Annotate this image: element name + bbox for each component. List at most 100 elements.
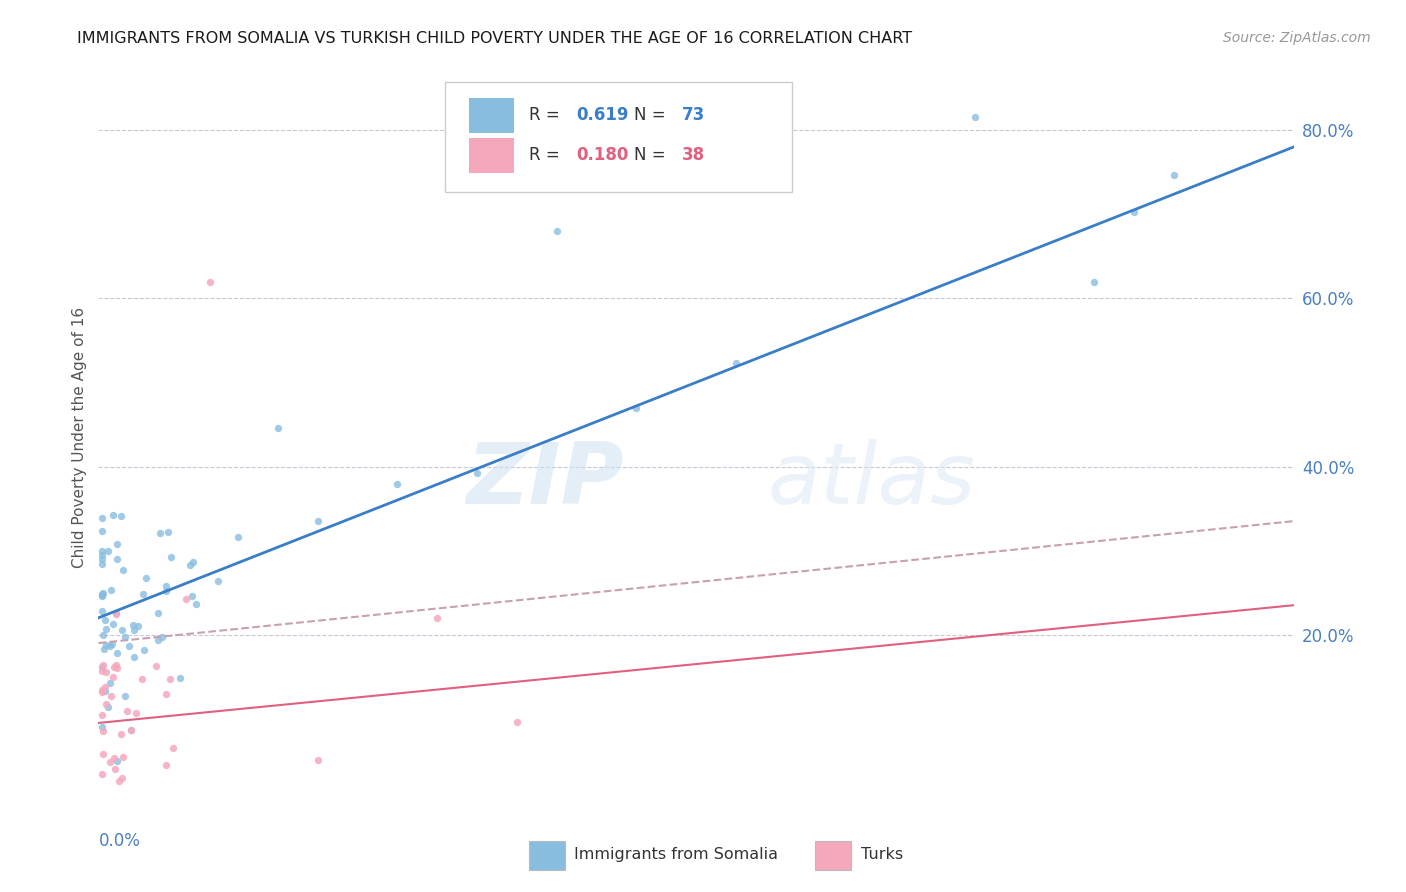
Point [180, 589, 202, 603]
Point [120, 723, 142, 738]
Point [91, 586, 114, 600]
Point [150, 630, 173, 644]
Point [103, 616, 125, 631]
Point [91, 588, 114, 602]
Point [93, 641, 115, 656]
Text: 0.619: 0.619 [576, 106, 628, 124]
Point [465, 467, 488, 481]
Point [307, 514, 329, 528]
Point [105, 537, 128, 551]
Point [125, 706, 148, 720]
Point [105, 754, 128, 768]
Text: Source: ZipAtlas.com: Source: ZipAtlas.com [1223, 31, 1371, 45]
Point [506, 715, 529, 730]
Point [103, 659, 125, 673]
Point [91, 708, 114, 723]
Text: N =: N = [634, 106, 671, 124]
Y-axis label: Child Poverty Under the Age of 16: Child Poverty Under the Age of 16 [72, 307, 87, 567]
Point [91, 658, 114, 673]
Point [91, 524, 114, 538]
Point [226, 531, 249, 545]
Point [91, 510, 114, 524]
Text: 38: 38 [682, 146, 704, 164]
Point [1163, 168, 1185, 182]
Point [131, 672, 153, 686]
Text: 0.0%: 0.0% [98, 832, 141, 850]
Point [91, 589, 114, 603]
Point [93, 680, 115, 694]
Point [91, 660, 114, 674]
Point [145, 659, 167, 673]
Point [122, 618, 145, 632]
Point [162, 741, 184, 756]
Point [110, 508, 132, 523]
Point [94, 683, 117, 698]
Point [148, 632, 170, 647]
Text: ZIP: ZIP [467, 440, 624, 523]
Point [132, 587, 155, 601]
FancyBboxPatch shape [815, 841, 852, 870]
Point [108, 774, 131, 789]
Point [91, 587, 114, 601]
Point [122, 624, 145, 638]
Point [94, 622, 117, 636]
Point [91, 683, 114, 698]
Text: Turks: Turks [860, 847, 903, 862]
Point [155, 579, 177, 593]
Point [96, 698, 118, 712]
Point [91, 551, 114, 566]
Text: IMMIGRANTS FROM SOMALIA VS TURKISH CHILD POVERTY UNDER THE AGE OF 16 CORRELATION: IMMIGRANTS FROM SOMALIA VS TURKISH CHILD… [77, 31, 912, 46]
Point [159, 672, 181, 686]
Point [91, 544, 114, 558]
Point [111, 623, 134, 637]
Point [105, 607, 128, 622]
Point [91, 724, 114, 739]
Text: 73: 73 [682, 106, 704, 124]
Point [105, 661, 128, 675]
Point [91, 684, 114, 698]
Point [101, 637, 124, 651]
Point [127, 619, 149, 633]
Point [96, 544, 118, 558]
Point [104, 762, 127, 776]
Point [174, 592, 197, 607]
Point [155, 583, 177, 598]
Point [101, 670, 124, 684]
Point [963, 110, 986, 124]
Point [94, 638, 117, 652]
Point [155, 758, 177, 772]
Point [94, 613, 117, 627]
Point [112, 750, 135, 764]
Point [149, 525, 172, 540]
Point [160, 549, 183, 564]
Point [118, 640, 141, 654]
Point [1083, 275, 1105, 289]
Point [122, 649, 145, 664]
Point [307, 754, 329, 768]
Point [100, 689, 122, 703]
Point [110, 727, 132, 741]
Point [385, 476, 409, 491]
Point [91, 628, 114, 642]
Point [98, 639, 121, 653]
Point [110, 771, 132, 785]
Point [100, 583, 122, 598]
Point [103, 751, 125, 765]
Point [91, 588, 114, 602]
Point [267, 421, 290, 435]
Point [184, 597, 207, 611]
Point [114, 630, 136, 644]
Point [1123, 205, 1146, 219]
FancyBboxPatch shape [446, 82, 792, 192]
Text: atlas: atlas [768, 440, 976, 523]
Point [169, 671, 191, 685]
FancyBboxPatch shape [470, 98, 515, 133]
Point [91, 766, 114, 780]
Point [105, 658, 128, 673]
Point [91, 548, 114, 562]
Text: Immigrants from Somalia: Immigrants from Somalia [574, 847, 778, 862]
Point [179, 558, 201, 573]
Point [101, 508, 124, 523]
Point [135, 571, 157, 585]
Point [105, 552, 128, 566]
